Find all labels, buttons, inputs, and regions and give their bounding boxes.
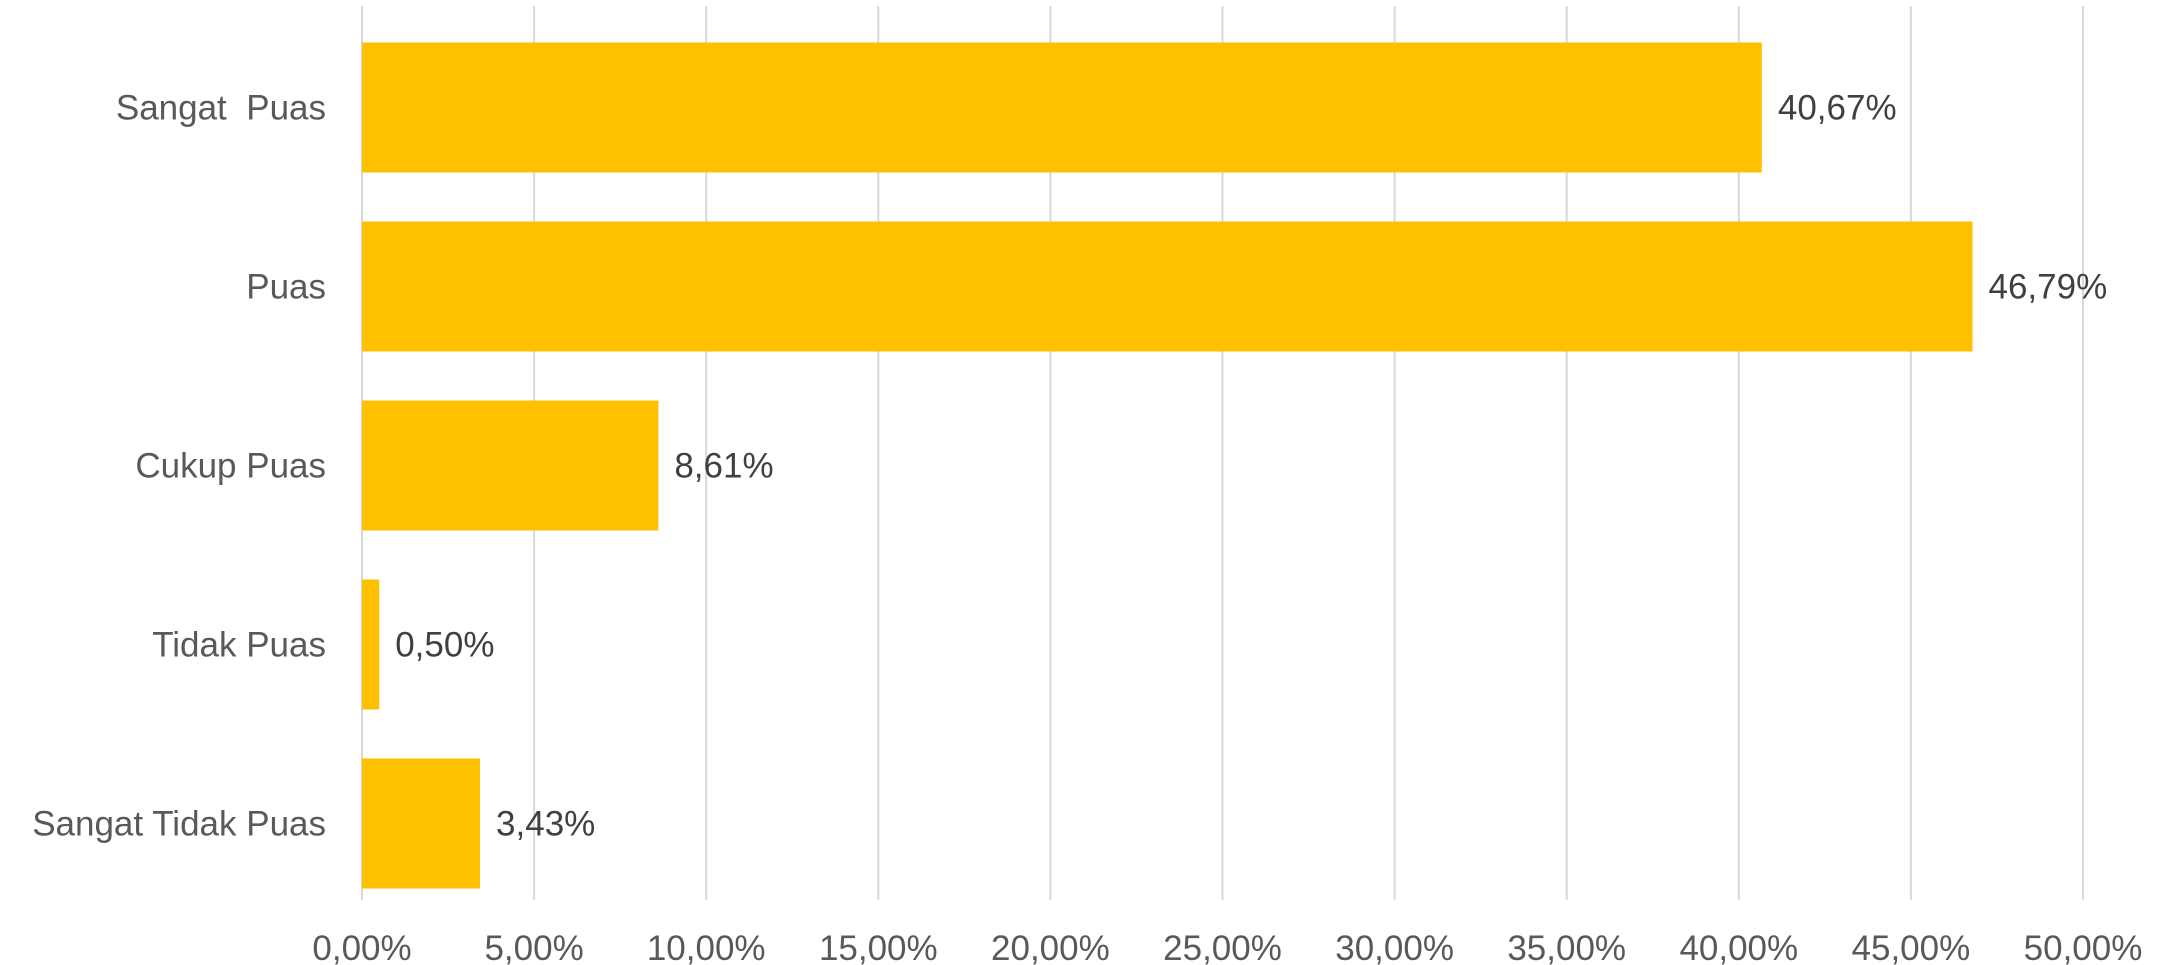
x-tick-label: 35,00%: [1507, 929, 1626, 965]
x-tick-label: 5,00%: [484, 929, 583, 965]
x-tick-label: 45,00%: [1852, 929, 1971, 965]
category-label: Tidak Puas: [152, 626, 326, 665]
data-label: 40,67%: [1778, 89, 1897, 128]
data-label: 8,61%: [674, 447, 773, 486]
bar: [362, 579, 380, 710]
bar: [362, 221, 1973, 352]
x-tick-label: 0,00%: [312, 929, 411, 965]
x-tick-label: 20,00%: [991, 929, 1110, 965]
x-tick-label: 40,00%: [1679, 929, 1798, 965]
bar: [362, 758, 481, 889]
data-label: 3,43%: [496, 805, 595, 844]
x-tick-label: 25,00%: [1163, 929, 1282, 965]
category-label: Puas: [246, 268, 326, 307]
x-tick-label: 30,00%: [1335, 929, 1454, 965]
bar: [362, 42, 1762, 173]
category-label: Sangat Tidak Puas: [32, 805, 326, 844]
x-tick-label: 10,00%: [647, 929, 766, 965]
x-tick-label: 15,00%: [819, 929, 938, 965]
bar: [362, 400, 659, 531]
data-label: 0,50%: [395, 626, 494, 665]
data-label: 46,79%: [1989, 268, 2108, 307]
category-label: Sangat Puas: [116, 89, 326, 128]
x-tick-label: 50,00%: [2024, 929, 2143, 965]
category-label: Cukup Puas: [135, 447, 326, 486]
